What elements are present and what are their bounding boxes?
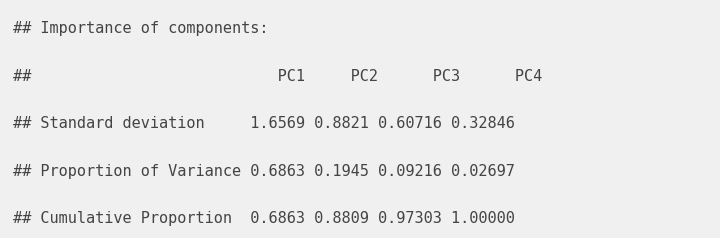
Text: ## Importance of components:: ## Importance of components:	[13, 21, 269, 36]
Text: ##                           PC1     PC2      PC3      PC4: ## PC1 PC2 PC3 PC4	[13, 69, 542, 84]
Text: ## Proportion of Variance 0.6863 0.1945 0.09216 0.02697: ## Proportion of Variance 0.6863 0.1945 …	[13, 164, 515, 179]
Text: ## Cumulative Proportion  0.6863 0.8809 0.97303 1.00000: ## Cumulative Proportion 0.6863 0.8809 0…	[13, 211, 515, 227]
Text: ## Standard deviation     1.6569 0.8821 0.60716 0.32846: ## Standard deviation 1.6569 0.8821 0.60…	[13, 116, 515, 131]
